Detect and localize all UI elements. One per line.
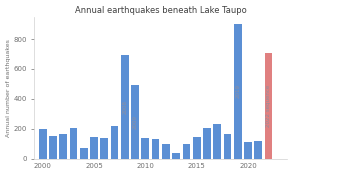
Bar (100, 138, 108, 159)
Bar (70, 128, 77, 159)
Text: 2009: 2009 (133, 115, 138, 129)
Text: 2022 sequence: 2022 sequence (266, 85, 271, 127)
Bar (193, 137, 201, 159)
Bar (254, 141, 262, 159)
Bar (131, 85, 139, 159)
Bar (152, 139, 160, 159)
Bar (244, 142, 252, 159)
Bar (121, 55, 129, 159)
Y-axis label: Annual number of earthquakes: Annual number of earthquakes (6, 39, 10, 137)
Bar (49, 136, 57, 159)
Bar (39, 130, 47, 159)
Bar (172, 153, 180, 159)
Bar (214, 124, 221, 159)
Text: 2008: 2008 (122, 100, 127, 114)
Text: 2019: 2019 (235, 84, 240, 98)
Bar (162, 144, 170, 159)
Bar (265, 52, 272, 159)
Bar (80, 148, 88, 159)
Bar (111, 126, 118, 159)
Bar (203, 128, 211, 159)
Bar (60, 134, 67, 159)
Title: Annual earthquakes beneath Lake Taupo: Annual earthquakes beneath Lake Taupo (75, 6, 247, 15)
Bar (183, 144, 190, 159)
Bar (234, 24, 241, 159)
Bar (90, 137, 98, 159)
Bar (224, 134, 231, 159)
Bar (141, 138, 149, 159)
